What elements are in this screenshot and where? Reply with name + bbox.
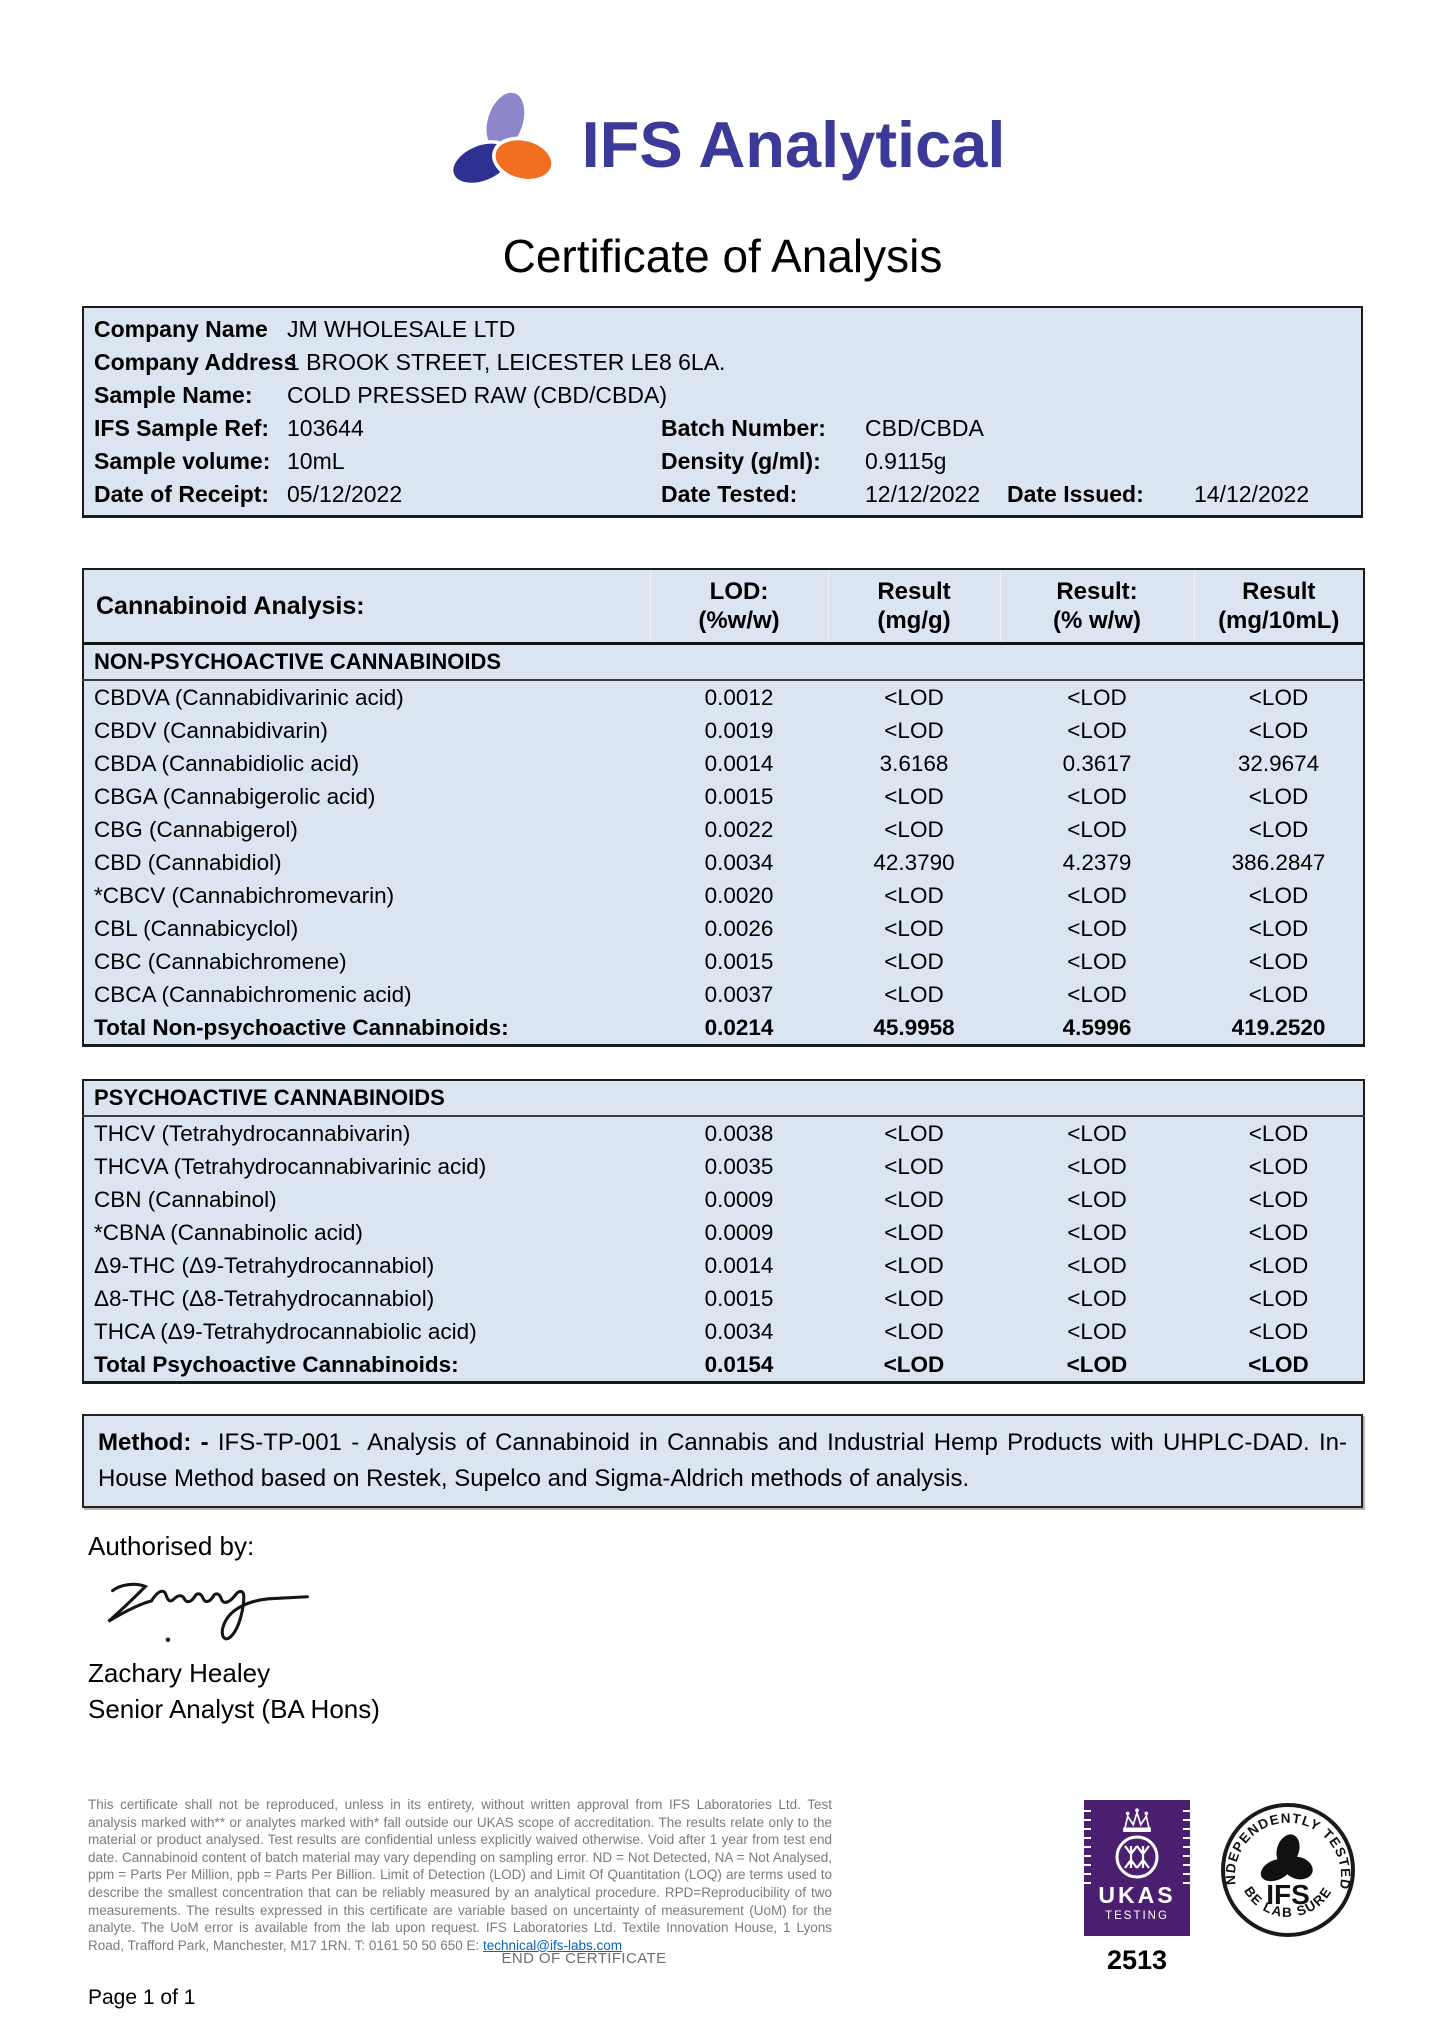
section-header-nonpsychoactive: NON-PSYCHOACTIVE CANNABINOIDS — [83, 643, 1364, 681]
brand-name: IFS Analytical — [581, 107, 1006, 181]
method-box: Method: - IFS-TP-001 - Analysis of Canna… — [82, 1414, 1363, 1508]
non-psychoactive-tbody: CBDVA (Cannabidivarinic acid) 0.0012 <LOD <… — [83, 680, 1364, 1046]
info-row: Company Name JM WHOLESALE LTD — [94, 316, 516, 342]
analysis-header-row: Cannabinoid Analysis: LOD: (%w/w) Result(… — [83, 569, 1364, 645]
cannabinoid-analysis-table: Cannabinoid Analysis: LOD: (%w/w) Result(… — [82, 568, 1365, 1047]
total-row: Total Psychoactive Cannabinoids: 0.0154 <L… — [94, 1351, 1309, 1377]
analyst-name: Zachary Healey — [88, 1658, 271, 1688]
signature — [96, 1566, 1445, 1655]
analyte-row: THCA (Δ9-Tetrahydrocannabiolic acid) 0.00… — [94, 1318, 1309, 1344]
authorised-label: Authorised by: — [88, 1531, 255, 1561]
analyte-row: CBGA (Cannabigerolic acid) 0.0015 <LOD <LOD… — [94, 783, 1309, 809]
psychoactive-tbody: THCV (Tetrahydrocannabivarin) 0.0038 <LOD <… — [83, 1116, 1364, 1383]
svg-text:IFS: IFS — [1266, 1879, 1310, 1910]
method-label: Method: - — [98, 1429, 209, 1456]
authorised-block: Authorised by: Zachary Healey Senior Ana… — [88, 1530, 1445, 1725]
section-header-psychoactive: PSYCHOACTIVE CANNABINOIDS — [83, 1080, 1364, 1117]
analyte-row: CBDV (Cannabidivarin) 0.0019 <LOD <LOD <LOD — [94, 717, 1309, 743]
analyte-row: CBC (Cannabichromene) 0.0015 <LOD <LOD <LOD — [94, 948, 1309, 974]
info-row: Sample volume: 10mL Density (g/ml): 0.9115g — [94, 448, 947, 474]
analyte-row: CBD (Cannabidiol) 0.0034 42.3790 4.2379 386.… — [94, 849, 1326, 875]
info-row: Company Address 1 BROOK STREET, LEICESTER… — [94, 349, 726, 375]
analyte-row: Δ9-THC (Δ9-Tetrahydrocannabiol) 0.0014 <LO… — [94, 1252, 1309, 1278]
ukas-circle-mark — [1115, 1835, 1159, 1879]
info-row: IFS Sample Ref: 103644 Batch Number: CBD/CB… — [94, 415, 984, 441]
ukas-number: 2513 — [1106, 1945, 1168, 1975]
col-result-mg10ml: Result (mg/10mL) — [1193, 569, 1364, 645]
analyte-row: THCVA (Tetrahydrocannabivarinic acid) 0.0… — [94, 1153, 1309, 1179]
analyte-row: CBDA (Cannabidiolic acid) 0.0014 3.6168 0.3… — [94, 750, 1320, 776]
col-lod: LOD: (%w/w) — [649, 569, 828, 645]
email-link[interactable]: technical@ifs-labs.com — [482, 1937, 622, 1953]
end-of-certificate: END OF CERTIFICATE — [501, 1950, 667, 1967]
ukas-label: UKAS — [1098, 1882, 1176, 1908]
method-text: IFS-TP-001 - Analysis of Cannabinoid in … — [98, 1429, 1348, 1492]
analyte-row: CBN (Cannabinol) 0.0009 <LOD <LOD <LOD — [94, 1186, 1309, 1212]
analyte-row: CBG (Cannabigerol) 0.0022 <LOD <LOD <LOD — [94, 816, 1309, 842]
analyte-row: Δ8-THC (Δ8-Tetrahydrocannabiol) 0.0015 <LO… — [94, 1285, 1309, 1311]
brand-header: IFS Analytical — [0, 0, 1445, 204]
analysis-title: Cannabinoid Analysis: — [83, 569, 650, 645]
analyte-row: CBCA (Cannabichromenic acid) 0.0037 <LOD <L… — [94, 981, 1309, 1007]
ukas-accreditation: UKAS TESTING 2513 — [1084, 1800, 1190, 1976]
col-result-pww: Result: (% w/w) — [999, 569, 1194, 645]
analyte-row: *CBNA (Cannabinolic acid) 0.0009 <LOD <LOD <… — [94, 1219, 1309, 1245]
analyst-role: Senior Analyst (BA Hons) — [88, 1694, 380, 1724]
info-table: Company Name JM WHOLESALE LTD Company Addr… — [82, 306, 1363, 518]
ukas-logo-icon: UKAS TESTING — [1084, 1800, 1190, 1936]
footer-disclaimer: This certificate shall not be reproduced… — [88, 1797, 832, 1953]
analyte-row: CBL (Cannabicyclol) 0.0026 <LOD <LOD <LOD — [94, 915, 1309, 941]
page-number: Page 1 of 1 — [88, 1986, 196, 2009]
ukas-sublabel: TESTING — [1105, 1910, 1169, 1922]
analyte-row: THCV (Tetrahydrocannabivarin) 0.0038 <LOD <… — [94, 1120, 1309, 1146]
analyte-row: *CBCV (Cannabichromevarin) 0.0020 <LOD <LOD… — [94, 882, 1309, 908]
total-row: Total Non-psychoactive Cannabinoids: 0.02… — [94, 1014, 1326, 1040]
col-result-mgg: Result (mg/g) — [827, 569, 1000, 645]
info-row: Sample Name: COLD PRESSED RAW (CBD/CBDA) — [94, 382, 667, 408]
ifs-logo-icon — [440, 84, 566, 204]
page-title: Certificate of Analysis — [502, 230, 943, 282]
psychoactive-table: PSYCHOACTIVE CANNABINOIDS THCV (Tetrahyd… — [82, 1079, 1365, 1384]
analyte-row: CBDVA (Cannabidivarinic acid) 0.0012 <LOD <… — [94, 684, 1309, 710]
info-row: Date of Receipt: 05/12/2022 Date Tested: 12… — [94, 481, 1310, 507]
ifs-stamp-icon: INDEPENDENTLY TESTED BE LAB SURE IFS — [1216, 1788, 1358, 1945]
footer-logos: UKAS TESTING 2513 INDEPENDENTLY TESTED B… — [1084, 1788, 1358, 1976]
